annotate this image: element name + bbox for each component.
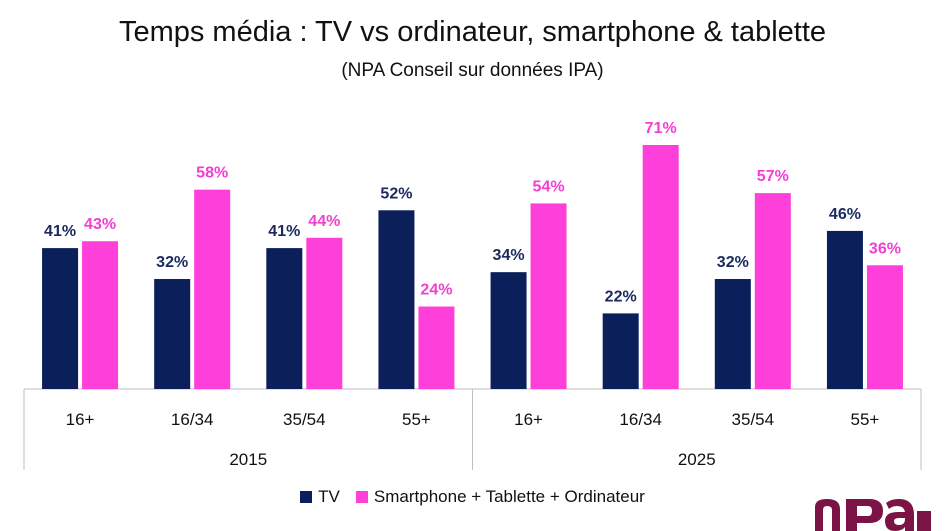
x-tick-label: 35/54 (283, 410, 326, 429)
x-tick-label: 55+ (402, 410, 431, 429)
chart-title: Temps média : TV vs ordinateur, smartpho… (118, 16, 827, 48)
bar-tv (42, 248, 79, 389)
data-label-tv: 32% (717, 254, 749, 271)
data-label-tv: 22% (605, 288, 637, 305)
data-label-screens: 54% (533, 178, 565, 195)
chart-subtitle: (NPA Conseil sur données IPA) (341, 60, 604, 81)
group-label: 2015 (229, 450, 267, 469)
bar-screens (306, 237, 343, 389)
data-label-screens: 36% (869, 240, 901, 257)
x-tick-label: 16+ (66, 410, 95, 429)
data-label-screens: 44% (308, 213, 340, 230)
data-label-screens: 24% (420, 282, 452, 299)
data-label-tv: 34% (493, 247, 525, 264)
data-label-tv: 32% (156, 254, 188, 271)
legend: TV Smartphone + Tablette + Ordinateur (0, 487, 945, 507)
bar-screens (866, 265, 903, 389)
bar-tv (602, 313, 639, 389)
bar-tv (266, 248, 303, 389)
bar-tv (154, 279, 191, 389)
bar-screens (418, 306, 455, 389)
legend-swatch-tv (300, 491, 313, 503)
legend-label-screens: Smartphone + Tablette + Ordinateur (373, 487, 645, 506)
x-tick-label: 55+ (851, 410, 880, 429)
bar-tv (826, 230, 863, 389)
data-label-tv: 52% (380, 185, 412, 202)
data-label-screens: 43% (84, 216, 116, 233)
bar-screens (194, 189, 231, 389)
bar-screens (642, 145, 679, 389)
bar-tv (714, 279, 751, 389)
data-label-screens: 71% (645, 120, 677, 137)
data-label-screens: 57% (757, 168, 789, 185)
bar-tv (378, 210, 415, 389)
bar-tv (490, 272, 527, 389)
data-label-tv: 46% (829, 206, 861, 223)
npa-logo (815, 499, 931, 531)
bar-screens (530, 203, 567, 389)
bar-screens (754, 193, 791, 389)
bar-screens (82, 241, 119, 389)
x-tick-label: 16/34 (171, 410, 214, 429)
legend-swatch-screens (355, 491, 368, 503)
bar-chart: 41% 43% 16+ 32% 58% 16/34 41% 44% 35/54 52% 24% 55+… (23, 120, 922, 470)
data-label-tv: 41% (44, 223, 76, 240)
legend-label-tv: TV (318, 487, 340, 506)
legend-item-tv: TV (300, 487, 340, 507)
data-label-screens: 58% (196, 165, 228, 182)
x-tick-label: 16+ (514, 410, 543, 429)
group-label: 2025 (678, 450, 716, 469)
legend-item-screens: Smartphone + Tablette + Ordinateur (355, 487, 645, 507)
x-tick-label: 16/34 (619, 410, 662, 429)
x-tick-label: 35/54 (732, 410, 775, 429)
data-label-tv: 41% (268, 223, 300, 240)
